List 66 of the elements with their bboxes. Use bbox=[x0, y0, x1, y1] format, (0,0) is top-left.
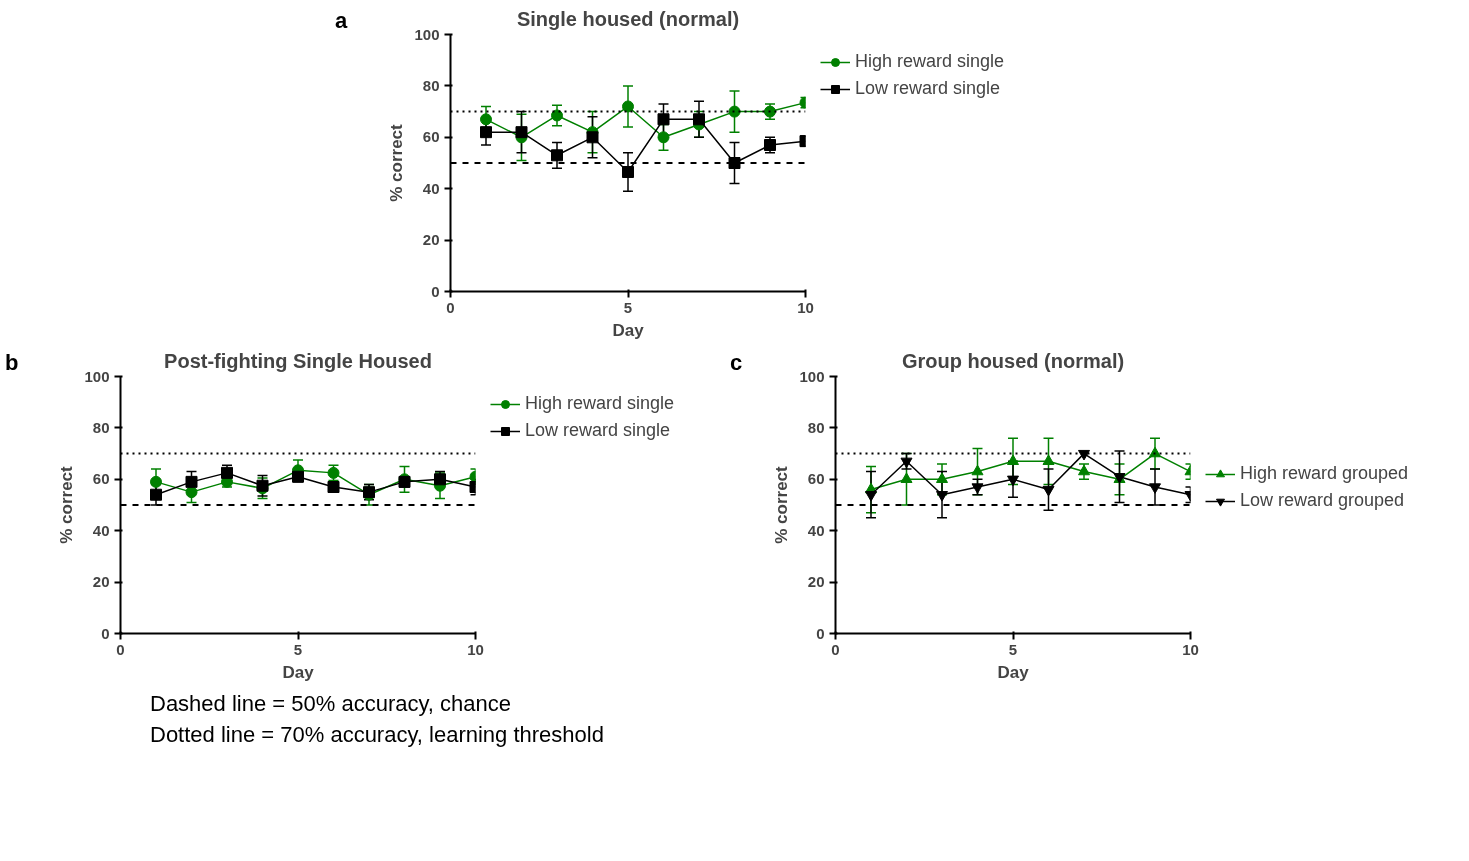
text: c bbox=[730, 349, 743, 377]
y-tick-label: 0 bbox=[101, 624, 110, 642]
point bbox=[480, 126, 492, 139]
point bbox=[728, 105, 741, 118]
legend-label: High reward single bbox=[525, 393, 675, 414]
point bbox=[728, 157, 741, 169]
x-tick-label: 5 bbox=[1008, 640, 1018, 658]
x-axis-title: Day bbox=[282, 662, 315, 682]
point bbox=[185, 486, 198, 499]
y-axis-title: % correct bbox=[57, 465, 77, 544]
y-tick-label: 40 bbox=[422, 179, 440, 197]
point bbox=[693, 113, 705, 126]
point bbox=[327, 481, 340, 494]
y-tick-label: 80 bbox=[92, 418, 110, 436]
y-tick-label: 20 bbox=[807, 573, 825, 591]
text: Dashed line = 50% accuracy, chance bbox=[150, 691, 511, 716]
x-tick-label: 5 bbox=[293, 640, 303, 658]
y-tick-label: 20 bbox=[422, 231, 440, 249]
point bbox=[551, 109, 563, 122]
point bbox=[185, 475, 198, 488]
y-axis-title: % correct bbox=[387, 123, 407, 202]
y-tick-label: 60 bbox=[807, 470, 825, 488]
y-tick-label: 0 bbox=[431, 282, 440, 300]
point bbox=[150, 488, 162, 501]
chart-title: Single housed (normal) bbox=[516, 7, 740, 30]
x-tick-label: 0 bbox=[446, 298, 455, 316]
y-tick-label: 40 bbox=[92, 521, 110, 539]
legend-label: Low reward single bbox=[525, 420, 671, 441]
y-tick-label: 100 bbox=[414, 25, 440, 43]
point bbox=[657, 131, 670, 144]
point bbox=[292, 470, 304, 483]
text: a bbox=[335, 7, 348, 35]
y-tick-label: 40 bbox=[807, 521, 825, 539]
legend-label: High reward single bbox=[855, 51, 1005, 72]
text: b bbox=[5, 349, 19, 377]
chart-title: Group housed (normal) bbox=[901, 349, 1125, 372]
point bbox=[586, 131, 599, 144]
point bbox=[622, 100, 634, 113]
y-tick-label: 60 bbox=[422, 128, 440, 146]
y-tick-label: 80 bbox=[807, 418, 825, 436]
y-tick-label: 60 bbox=[92, 470, 110, 488]
point bbox=[480, 113, 492, 126]
y-tick-label: 100 bbox=[799, 367, 825, 385]
y-tick-label: 80 bbox=[422, 76, 440, 94]
x-axis-title: Day bbox=[997, 662, 1030, 682]
x-tick-label: 5 bbox=[623, 298, 633, 316]
text: Dotted line = 70% accuracy, learning threshold bbox=[150, 721, 604, 747]
y-tick-label: 0 bbox=[816, 624, 825, 642]
point bbox=[622, 165, 634, 178]
y-axis-title: % correct bbox=[772, 465, 792, 544]
point bbox=[515, 126, 528, 139]
legend-label: Low reward grouped bbox=[1240, 490, 1405, 511]
x-axis-title: Day bbox=[612, 320, 645, 340]
x-tick-label: 0 bbox=[831, 640, 840, 658]
y-tick-label: 20 bbox=[92, 573, 110, 591]
x-tick-label: 10 bbox=[1182, 640, 1199, 658]
legend-label: High reward grouped bbox=[1240, 463, 1409, 484]
y-tick-label: 100 bbox=[84, 367, 110, 385]
x-tick-label: 10 bbox=[467, 640, 484, 658]
x-tick-label: 10 bbox=[797, 298, 814, 316]
x-tick-label: 0 bbox=[116, 640, 125, 658]
point bbox=[551, 149, 563, 162]
point bbox=[150, 475, 162, 488]
point bbox=[657, 113, 670, 126]
legend-label: Low reward single bbox=[855, 78, 1001, 99]
chart-title: Post-fighting Single Housed bbox=[164, 349, 432, 372]
